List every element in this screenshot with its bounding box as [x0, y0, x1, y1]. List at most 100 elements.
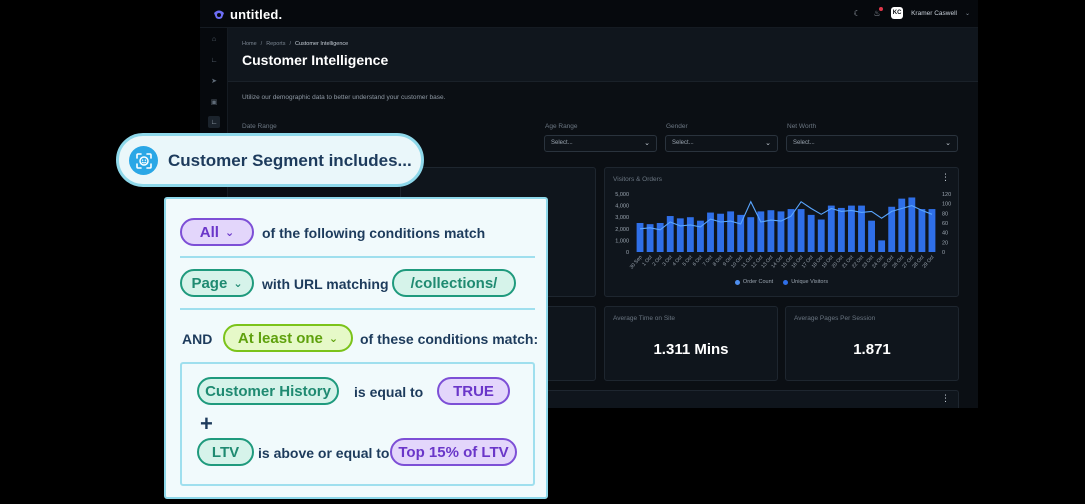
notification-bell-icon[interactable]: ♨: [871, 7, 884, 19]
metric-title: Average Time on Site: [613, 315, 676, 322]
sub-match-mode-value: At least one: [237, 329, 323, 347]
segment-conditions-panel: All ⌄ of the following conditions match …: [164, 197, 548, 499]
x-tick-label: 29 Oct: [921, 254, 935, 270]
gender-select[interactable]: Select... ⌄: [665, 135, 778, 152]
visitors-orders-card: Visitors & Orders ⋮ 5,000 4,000 3,000 2,000…: [604, 167, 959, 297]
condition-value-true[interactable]: TRUE: [437, 377, 510, 405]
condition-field-ltv[interactable]: LTV: [197, 438, 254, 466]
bar: [757, 211, 765, 252]
bar: [656, 223, 664, 252]
condition-field-customer-history[interactable]: Customer History: [197, 377, 339, 405]
condition-operator: is above or equal to: [258, 445, 390, 461]
bar: [646, 224, 654, 252]
chevron-down-icon: ⌄: [233, 277, 243, 290]
user-avatar[interactable]: KC: [891, 7, 904, 19]
condition-value-top-ltv[interactable]: Top 15% of LTV: [390, 438, 517, 466]
condition-value: TRUE: [453, 382, 494, 400]
page-dropdown[interactable]: Page ⌄: [180, 269, 254, 297]
more-options-icon[interactable]: ⋮: [941, 172, 950, 182]
legend-unique-visitors[interactable]: Unique Visitors: [783, 279, 828, 285]
sub-match-text: of these conditions match:: [360, 331, 539, 347]
bar: [767, 210, 775, 252]
divider: [180, 308, 535, 310]
breadcrumb: Home / Reports / Customer Intelligence: [242, 41, 348, 47]
y-left-tick-label: 4,000: [615, 204, 629, 210]
segment-heading: Customer Segment includes...: [168, 151, 412, 170]
divider: [180, 256, 535, 258]
user-menu-chevron-icon[interactable]: ⌄: [964, 10, 970, 17]
reports-icon[interactable]: ∟: [208, 116, 220, 128]
y-right-tick-label: 120: [942, 192, 951, 198]
bar: [918, 209, 926, 252]
chevron-down-icon: ⌄: [644, 140, 650, 147]
bar: [787, 209, 795, 252]
age-range-select[interactable]: Select... ⌄: [544, 135, 657, 152]
page-value: Page: [191, 274, 228, 292]
user-name[interactable]: Kramer Caswell: [911, 9, 957, 17]
gender-label: Gender: [666, 123, 688, 130]
y-left-tick-label: 5,000: [615, 192, 629, 198]
bar: [827, 205, 835, 252]
bar: [777, 211, 785, 252]
customer-scan-icon: [129, 146, 158, 175]
bar: [747, 217, 755, 252]
condition-value: Top 15% of LTV: [398, 443, 509, 461]
page-header: Home / Reports / Customer Intelligence C…: [228, 28, 978, 82]
legend-order-count[interactable]: Order Count: [734, 279, 774, 285]
bar: [868, 220, 875, 252]
bar: [727, 211, 735, 252]
home-icon[interactable]: ⌂: [211, 35, 217, 43]
age-range-value: Select...: [551, 140, 573, 146]
net-worth-label: Net Worth: [787, 123, 817, 130]
net-worth-select[interactable]: Select... ⌄: [786, 135, 958, 152]
condition-field-value: LTV: [211, 443, 240, 461]
customer-segment-header: Customer Segment includes...: [116, 133, 424, 187]
bar: [686, 217, 694, 252]
y-right-tick-label: 60: [942, 221, 948, 227]
y-left-tick-label: 1,000: [615, 238, 629, 244]
logo-icon: [214, 10, 224, 19]
visitors-orders-chart: 5,000 4,000 3,000 2,000 1,000 0 120 100 80 60 40 20…: [615, 192, 951, 270]
sub-match-mode-dropdown[interactable]: At least one ⌄: [223, 324, 353, 352]
condition-field-value: Customer History: [205, 382, 331, 400]
box-icon[interactable]: ▣: [210, 99, 218, 106]
bar: [928, 209, 936, 252]
y-left-tick-label: 2,000: [615, 227, 629, 233]
breadcrumb-home[interactable]: Home: [242, 41, 257, 47]
y-left-tick-label: 3,000: [615, 215, 629, 221]
bar: [707, 212, 714, 252]
match-mode-dropdown[interactable]: All ⌄: [180, 218, 254, 246]
top-bar: untitled. ☾ ♨ KC Kramer Caswell ⌄: [200, 0, 978, 28]
chart-icon[interactable]: ∟: [210, 56, 218, 64]
chevron-down-icon: ⌄: [945, 140, 951, 147]
legend-unique-visitors-label: Unique Visitors: [791, 279, 829, 285]
page-title: Customer Intelligence: [242, 52, 389, 68]
theme-toggle-icon[interactable]: ☾: [853, 8, 861, 18]
url-value: /collections/: [410, 274, 498, 292]
bar: [878, 240, 886, 252]
gender-value: Select...: [672, 140, 694, 146]
chevron-down-icon: ⌄: [224, 226, 235, 239]
megaphone-icon[interactable]: ➤: [211, 78, 217, 85]
series-line-unique-visitors: [639, 200, 933, 231]
url-value-field[interactable]: /collections/: [392, 269, 516, 297]
net-worth-value: Select...: [793, 140, 815, 146]
legend-order-count-label: Order Count: [742, 279, 774, 285]
bar: [797, 209, 805, 252]
brand-logo[interactable]: untitled.: [213, 7, 282, 22]
bar: [636, 223, 644, 252]
metric-card-time-on-site: Average Time on Site 1.311 Mins: [604, 306, 778, 381]
breadcrumb-separator: /: [260, 41, 263, 47]
legend-dot: [783, 279, 789, 285]
y-right-tick-label: 40: [942, 231, 948, 237]
legend-dot: [734, 279, 740, 285]
metric-title: Average Pages Per Session: [794, 315, 876, 322]
bar: [717, 213, 724, 252]
bar: [817, 219, 825, 252]
metric-card-pages-per-session: Average Pages Per Session 1.871: [785, 306, 959, 381]
bar: [837, 207, 845, 252]
y-right-tick-label: 100: [942, 202, 951, 208]
more-options-icon[interactable]: ⋮: [941, 393, 950, 403]
breadcrumb-reports[interactable]: Reports: [266, 41, 286, 47]
plus-icon: +: [200, 411, 213, 436]
